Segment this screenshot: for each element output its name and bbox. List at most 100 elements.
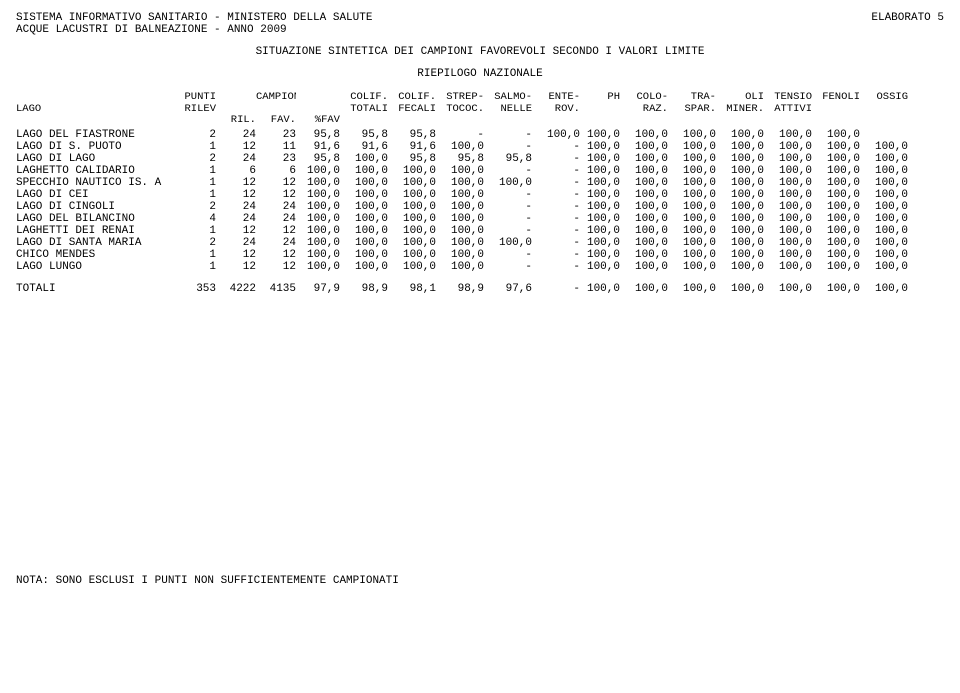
column-header: TOTALI: [340, 104, 388, 116]
table-cell: 24: [216, 129, 256, 141]
column-header: %FAV: [296, 115, 340, 127]
table-cell: 100,0: [620, 261, 668, 273]
table-cell: 100,0: [764, 129, 812, 141]
table-cell: 24: [216, 153, 256, 165]
table-cell: 100,0: [812, 261, 860, 273]
table-cell: 100,0: [296, 249, 340, 261]
table-cell: 100,0: [340, 261, 388, 273]
data-table: LAGO DEL FIASTRONE2242395,895,895,8--100…: [16, 129, 944, 273]
table-cell: 100,0: [764, 225, 812, 237]
table-cell: -: [484, 129, 532, 141]
table-cell: SPECCHIO NAUTICO IS. A: [16, 177, 176, 189]
table-cell: 95,8: [296, 153, 340, 165]
table-cell: 95,8: [340, 129, 388, 141]
table-cell: 100,0: [716, 165, 764, 177]
table-cell: 100,0: [860, 165, 908, 177]
table-row: LAGHETTO CALIDARIO166100,0100,0100,0100,…: [16, 165, 944, 177]
table-cell: 100,0: [436, 261, 484, 273]
table-cell: 100,0: [716, 177, 764, 189]
table-cell: 100,0: [860, 201, 908, 213]
column-header: SPAR.: [668, 104, 716, 116]
table-cell: 100,0: [716, 249, 764, 261]
table-row: LAGO DI S. PUOTO1121191,691,691,6100,0--…: [16, 141, 944, 153]
table-cell: -: [436, 129, 484, 141]
table-cell: 97,6: [484, 283, 532, 295]
table-cell: CHICO MENDES: [16, 249, 176, 261]
table-cell: 100,0: [436, 201, 484, 213]
table-cell: 4135: [256, 283, 296, 295]
table-cell: 100,0: [620, 129, 668, 141]
table-cell: 100,0: [340, 225, 388, 237]
table-cell: 100,0: [340, 165, 388, 177]
table-cell: 100,0: [668, 225, 716, 237]
table-cell: 23: [256, 153, 296, 165]
table-cell: 100,0: [580, 249, 620, 261]
table-row: LAGO DI LAGO2242395,8100,095,895,895,8-1…: [16, 153, 944, 165]
column-header: LAGO: [16, 104, 176, 116]
column-header: ATTIVI: [764, 104, 812, 116]
table-cell: 100,0: [484, 177, 532, 189]
table-cell: 2: [176, 153, 216, 165]
table-cell: 12: [256, 177, 296, 189]
table-cell: 100,0: [716, 225, 764, 237]
table-cell: 100,0: [716, 283, 764, 295]
table-cell: 100,0: [388, 213, 436, 225]
table-cell: 12: [216, 225, 256, 237]
table-cell: 12: [256, 189, 296, 201]
table-cell: 100,0: [812, 225, 860, 237]
table-cell: 100,0: [580, 237, 620, 249]
subtitle: ACQUE LACUSTRI DI BALNEAZIONE - ANNO 200…: [16, 24, 944, 36]
table-cell: 24: [216, 213, 256, 225]
table-cell: 98,1: [388, 283, 436, 295]
table-cell: 100,0: [764, 261, 812, 273]
table-cell: 100,0: [716, 213, 764, 225]
table-cell: 100,0: [860, 261, 908, 273]
table-cell: 100,0: [812, 129, 860, 141]
column-headers: PUNTICAMPIONICOLIF.COLIF.STREP-SALMO-ENT…: [16, 92, 944, 127]
table-cell: 100,0: [764, 189, 812, 201]
column-header: OLI: [716, 92, 764, 104]
table-cell: 100,0: [532, 129, 580, 141]
table-cell: 100,0: [716, 153, 764, 165]
table-cell: 100,0: [716, 141, 764, 153]
table-cell: 100,0: [668, 141, 716, 153]
table-cell: 100,0: [860, 249, 908, 261]
column-header: MINER.: [716, 104, 764, 116]
table-cell: 100,0: [716, 189, 764, 201]
table-cell: 100,0: [340, 189, 388, 201]
table-cell: 100,0: [436, 165, 484, 177]
column-header: TENSIO: [764, 92, 812, 104]
table-cell: -: [484, 249, 532, 261]
table-cell: 100,0: [764, 153, 812, 165]
table-cell: 100,0: [764, 177, 812, 189]
table-cell: 100,0: [388, 261, 436, 273]
table-cell: 100,0: [296, 237, 340, 249]
table-cell: LAGO DEL FIASTRONE: [16, 129, 176, 141]
table-row: LAGHETTI DEI RENAI11212100,0100,0100,010…: [16, 225, 944, 237]
table-cell: 1: [176, 249, 216, 261]
table-cell: -: [532, 213, 580, 225]
table-cell: 100,0: [436, 249, 484, 261]
table-cell: -: [484, 165, 532, 177]
table-cell: 100,0: [340, 201, 388, 213]
table-cell: 100,0: [580, 141, 620, 153]
table-cell: 12: [216, 141, 256, 153]
header-row: RIL.FAV.%FAV: [16, 115, 944, 127]
column-header: RILEV: [176, 104, 216, 116]
table-row: LAGO LUNGO11212100,0100,0100,0100,0--100…: [16, 261, 944, 273]
table-cell: 12: [256, 261, 296, 273]
column-header: RAZ.: [620, 104, 668, 116]
table-cell: 98,9: [436, 283, 484, 295]
table-cell: 4: [176, 213, 216, 225]
column-header: FAV.: [256, 115, 296, 127]
table-cell: 100,0: [860, 213, 908, 225]
table-cell: 100,0: [668, 189, 716, 201]
table-cell: 100,0: [436, 141, 484, 153]
table-cell: 95,8: [296, 129, 340, 141]
table-cell: 100,0: [860, 177, 908, 189]
table-cell: -: [532, 225, 580, 237]
table-cell: 1: [176, 177, 216, 189]
table-cell: 100,0: [388, 177, 436, 189]
table-cell: 100,0: [812, 213, 860, 225]
center-line-2: RIEPILOGO NAZIONALE: [16, 68, 944, 80]
